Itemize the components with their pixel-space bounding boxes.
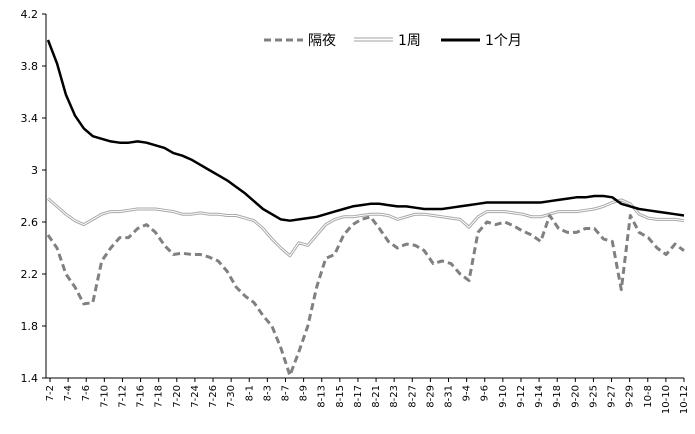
x-tick-label: 9-18 [552, 385, 563, 408]
x-tick-label: 9-14 [534, 385, 545, 408]
y-tick-label: 2.2 [21, 268, 39, 281]
x-tick-label: 10-12 [679, 385, 690, 414]
x-tick-label: 10-8 [643, 385, 654, 408]
legend: 隔夜 1周 1个月 [264, 33, 522, 49]
y-tick-label: 1.4 [21, 372, 39, 385]
x-tick-label: 7-2 [45, 385, 56, 401]
x-tick-label: 7-30 [226, 385, 237, 408]
x-tick-label: 9-4 [462, 385, 473, 401]
x-tick-label: 8-17 [353, 385, 364, 408]
series-line-0 [46, 214, 685, 377]
y-axis-ticks: 1.4 1.8 2.2 2.6 3 3.4 3.8 4.2 [21, 8, 46, 385]
x-tick-label: 9-6 [480, 385, 491, 401]
x-tick-label: 9-10 [498, 385, 509, 408]
x-tick-label: 8-13 [317, 385, 328, 408]
series-line-1-inner [47, 198, 685, 257]
x-tick-label: 7-20 [172, 385, 183, 408]
x-tick-label: 8-15 [335, 385, 346, 408]
legend-label-1week: 1周 [398, 33, 421, 49]
x-tick-label: 8-23 [389, 385, 400, 408]
x-tick-label: 9-29 [625, 385, 636, 408]
y-tick-label: 4.2 [21, 8, 39, 21]
x-tick-label: 8-1 [244, 385, 255, 401]
x-tick-label: 8-29 [425, 385, 436, 408]
x-tick-label: 10-10 [661, 385, 672, 414]
y-tick-label: 3.8 [21, 60, 39, 73]
y-tick-label: 2.6 [21, 216, 39, 229]
x-tick-label: 7-6 [81, 385, 92, 401]
x-tick-label: 9-25 [588, 385, 599, 408]
x-tick-label: 8-7 [280, 385, 291, 401]
x-axis-ticks: 7-2 7-4 7-6 7-10 7-12 7-16 7-18 7-20 7-24 7-26 7-3… [45, 378, 690, 414]
x-tick-label: 8-3 [262, 385, 273, 401]
x-tick-label: 7-24 [190, 385, 201, 408]
x-tick-label: 7-12 [117, 385, 128, 408]
y-tick-label: 3 [31, 164, 38, 177]
x-tick-label: 7-16 [136, 385, 147, 408]
x-tick-label: 8-21 [371, 385, 382, 408]
x-tick-label: 7-4 [63, 385, 74, 401]
x-tick-label: 9-12 [516, 385, 527, 408]
y-tick-label: 3.4 [21, 112, 39, 125]
x-tick-label: 9-27 [607, 385, 618, 408]
plot-area [46, 39, 685, 377]
legend-label-1month: 1个月 [485, 33, 522, 49]
x-tick-label: 7-10 [99, 385, 110, 408]
series-line-2 [46, 39, 685, 222]
x-tick-label: 8-31 [444, 385, 455, 408]
x-tick-label: 7-26 [208, 385, 219, 408]
x-tick-label: 8-27 [407, 385, 418, 408]
y-tick-label: 1.8 [21, 320, 39, 333]
chart-axes [45, 14, 684, 379]
legend-label-overnight: 隔夜 [308, 33, 336, 49]
x-tick-label: 9-20 [570, 385, 581, 408]
x-tick-label: 8-9 [299, 385, 310, 401]
x-tick-label: 7-18 [154, 385, 165, 408]
